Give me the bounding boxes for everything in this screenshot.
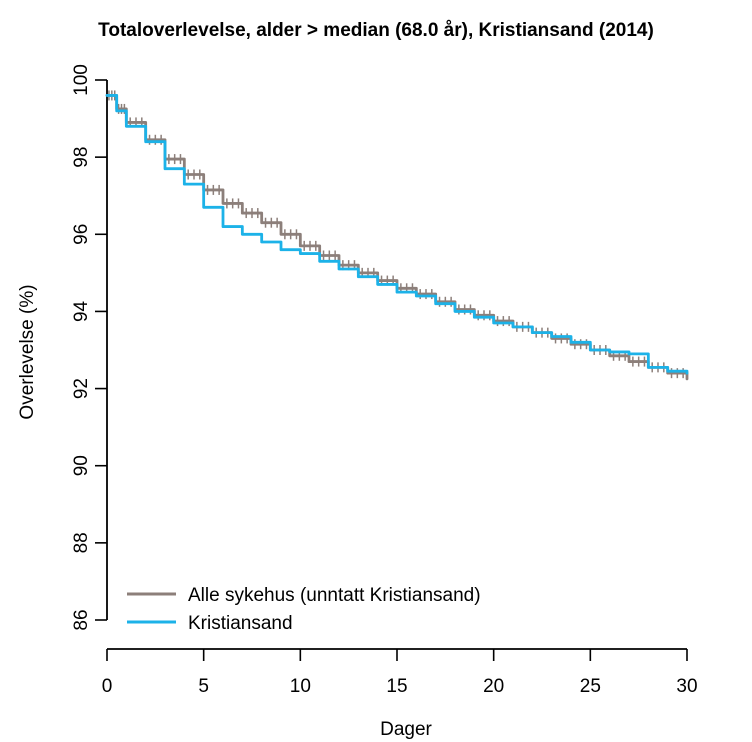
x-tick-label-10: 10 — [290, 676, 311, 697]
x-axis: 0 5 10 15 20 25 30 — [102, 648, 698, 697]
y-tick-label-96: 96 — [71, 224, 92, 245]
y-tick-label-98: 98 — [71, 147, 92, 168]
y-tick-label-90: 90 — [71, 455, 92, 476]
y-axis-label: Overlevelse (%) — [17, 284, 38, 419]
y-tick-label-92: 92 — [71, 378, 92, 399]
x-tick-label-20: 20 — [483, 676, 504, 697]
y-tick-label-86: 86 — [71, 609, 92, 630]
series-line-kristiansand — [105, 94, 689, 375]
x-axis-label: Dager — [380, 719, 432, 740]
legend-label-kristiansand: Kristiansand — [188, 613, 293, 634]
legend-label-alle-sykehus: Alle sykehus (unntatt Kristiansand) — [188, 585, 481, 606]
x-tick-label-15: 15 — [386, 676, 407, 697]
chart-title: Totaloverlevelse, alder > median (68.0 å… — [98, 20, 654, 41]
x-tick-label-30: 30 — [676, 676, 697, 697]
x-tick-label-25: 25 — [580, 676, 601, 697]
series-layer — [105, 90, 689, 381]
censor-marks-alle-sykehus — [108, 90, 684, 379]
y-tick-label-88: 88 — [71, 532, 92, 553]
y-tick-label-94: 94 — [71, 300, 92, 322]
legend: Alle sykehus (unntatt Kristiansand) Krist… — [127, 585, 481, 634]
y-axis: 86 88 90 92 94 96 98 100 — [71, 64, 108, 631]
x-tick-label-5: 5 — [198, 676, 209, 697]
x-tick-label-0: 0 — [102, 676, 113, 697]
y-tick-label-100: 100 — [71, 64, 92, 96]
